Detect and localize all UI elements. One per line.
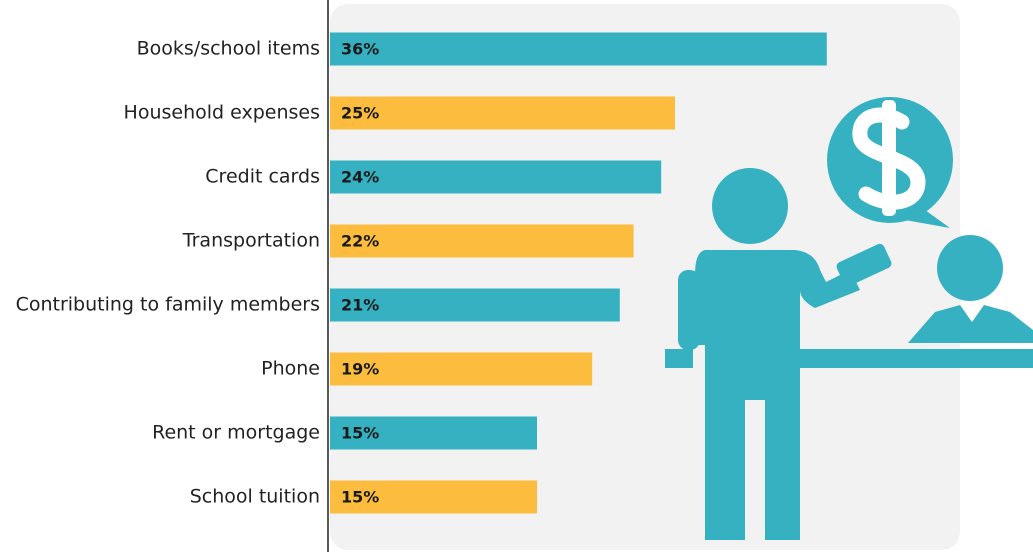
bar (330, 32, 827, 66)
value-label: 15% (341, 424, 379, 443)
category-label: Transportation (182, 230, 320, 252)
bar (330, 352, 593, 386)
clerk-head (937, 235, 1003, 301)
value-label: 19% (341, 360, 379, 379)
dollar-stroke (882, 100, 896, 216)
category-label: School tuition (190, 486, 320, 508)
bar (330, 416, 537, 450)
category-label: Household expenses (124, 102, 320, 124)
category-label: Contributing to family members (16, 294, 320, 316)
person-arm (678, 270, 700, 350)
category-label: Phone (261, 358, 320, 380)
bar (330, 96, 675, 130)
value-label: 36% (341, 40, 379, 59)
speech-tail (905, 210, 950, 228)
clerk-body (908, 305, 1033, 343)
person-head (712, 168, 788, 244)
bar (330, 480, 537, 514)
category-label: Credit cards (205, 166, 320, 188)
category-label: Rent or mortgage (152, 422, 320, 444)
bar (330, 224, 634, 258)
phone (836, 243, 892, 287)
bar (330, 288, 620, 322)
category-label: Books/school items (137, 38, 320, 60)
value-label: 24% (341, 168, 379, 187)
value-label: 21% (341, 296, 379, 315)
value-label: 25% (341, 104, 379, 123)
illustration (665, 97, 1033, 540)
bar (330, 160, 662, 194)
person-body (695, 250, 860, 540)
value-label: 22% (341, 232, 379, 251)
counter-right (797, 349, 1033, 368)
panel-background (330, 4, 960, 550)
counter-left (665, 349, 693, 368)
value-label: 15% (341, 488, 379, 507)
